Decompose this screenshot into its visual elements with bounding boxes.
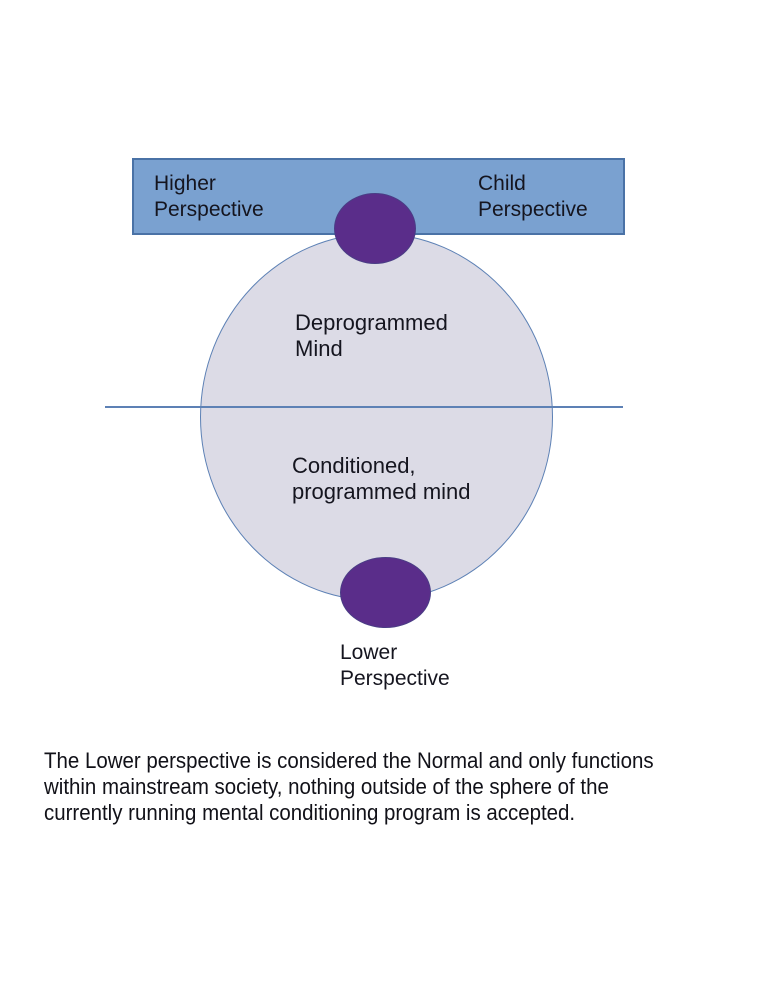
lower-perspective-label-line1: Lower — [340, 641, 398, 664]
mind-sphere — [200, 233, 553, 601]
higher-perspective-label-line1: Higher — [154, 172, 216, 195]
lower-perspective-node — [340, 557, 431, 628]
child-perspective-label: Child Perspective — [478, 171, 588, 223]
deprogrammed-mind-label: Deprogrammed Mind — [295, 310, 448, 362]
higher-perspective-label: Higher Perspective — [154, 171, 264, 223]
deprogrammed-mind-label-line2: Mind — [295, 336, 343, 361]
conditioned-mind-label: Conditioned, programmed mind — [292, 453, 471, 505]
caption-line: The Lower perspective is considered the … — [44, 748, 654, 773]
caption-line: within mainstream society, nothing outsi… — [44, 774, 609, 799]
higher-perspective-node — [334, 193, 416, 264]
lower-perspective-label: Lower Perspective — [340, 640, 450, 692]
caption-paragraph: The Lower perspective is considered the … — [44, 748, 654, 826]
sphere-divider-line — [105, 406, 623, 408]
caption-line: currently running mental conditioning pr… — [44, 800, 576, 825]
child-perspective-label-line1: Child — [478, 172, 526, 195]
conditioned-mind-label-line2: programmed mind — [292, 479, 471, 504]
higher-perspective-label-line2: Perspective — [154, 198, 264, 221]
child-perspective-label-line2: Perspective — [478, 198, 588, 221]
conditioned-mind-label-line1: Conditioned, — [292, 453, 416, 478]
deprogrammed-mind-label-line1: Deprogrammed — [295, 310, 448, 335]
lower-perspective-label-line2: Perspective — [340, 667, 450, 690]
